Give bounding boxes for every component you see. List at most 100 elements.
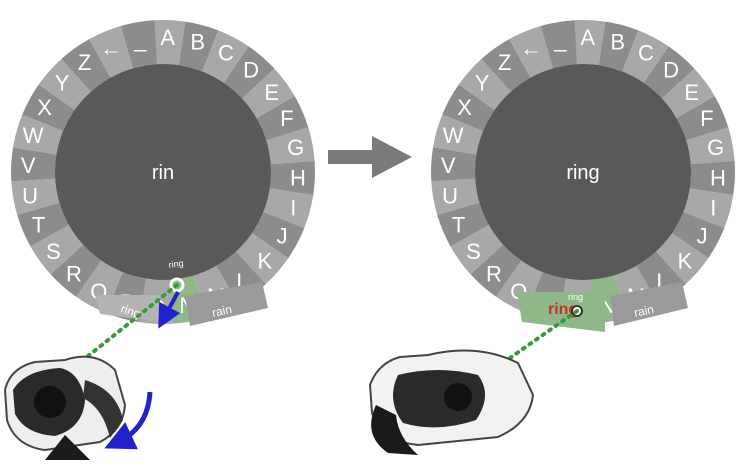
left-key-11[interactable] [236, 233, 289, 284]
left-key-label-25: Y [55, 70, 70, 95]
right-suggestion-wedge-rain[interactable] [610, 282, 688, 326]
right-key-label-25: Y [475, 70, 490, 95]
left-key-5[interactable] [242, 68, 295, 119]
left-key-19[interactable] [30, 224, 84, 275]
right-key-3[interactable] [622, 30, 669, 83]
right-key-23[interactable] [433, 114, 484, 155]
right-key-6[interactable] [676, 96, 729, 141]
right-key-label-28: _ [553, 27, 567, 52]
left-key-25[interactable] [38, 58, 91, 110]
right-key-11[interactable] [656, 233, 709, 284]
left-key-label-5: E [264, 80, 279, 105]
right-key-label-1: A [580, 25, 595, 50]
left-key-20[interactable] [17, 202, 69, 247]
right-key-label-26: Z [498, 50, 511, 75]
left-center-word: rin [152, 162, 174, 184]
left-suggestion-wedge-rain[interactable] [185, 282, 268, 326]
left-key-label-18: R [66, 261, 82, 286]
right-key-2[interactable] [598, 21, 639, 72]
right-key-26[interactable] [481, 39, 531, 92]
left-key-9[interactable] [263, 188, 314, 229]
left-key-24[interactable] [22, 84, 75, 132]
right-key-label-9: I [710, 195, 716, 220]
left-key-18[interactable] [50, 244, 102, 297]
right-keyboard: ABCDEFGHIJKLMNOPQRSTUVWXYZ←_ ring rain r… [431, 19, 735, 374]
left-key-label-26: Z [78, 50, 91, 75]
right-key-5[interactable] [662, 68, 715, 119]
left-suggestion-wedge-ring[interactable] [95, 295, 160, 322]
left-key-label-7: G [287, 135, 304, 160]
right-key-24[interactable] [442, 84, 495, 132]
left-key-label-8: H [290, 165, 306, 190]
right-key-9[interactable] [683, 188, 734, 229]
left-key-label-20: T [32, 213, 45, 238]
right-key-4[interactable] [643, 46, 695, 99]
right-key-21[interactable] [431, 178, 480, 216]
left-key-label-19: S [46, 239, 61, 264]
left-key-4[interactable] [223, 46, 275, 99]
left-suggestion-rain: rain [211, 302, 233, 320]
left-vr-headset-icon [3, 355, 127, 460]
right-key-20[interactable] [437, 202, 489, 247]
right-key-label-2: B [610, 30, 625, 55]
right-key-label-6: F [700, 106, 713, 131]
left-key-27[interactable] [89, 25, 133, 78]
right-key-label-24: X [457, 95, 472, 120]
left-key-label-1: A [160, 25, 175, 50]
right-key-1[interactable] [571, 19, 606, 66]
left-key-label-2: B [190, 30, 205, 55]
left-direction-arrow-icon [158, 291, 181, 329]
left-key-label-28: _ [133, 27, 147, 52]
right-key-label-20: T [452, 213, 465, 238]
right-key-19[interactable] [450, 224, 504, 275]
left-key-23[interactable] [13, 114, 64, 155]
right-key-8[interactable] [689, 161, 735, 196]
right-suggestion-wedge-ring[interactable] [517, 292, 605, 332]
right-key-label-21: U [442, 183, 458, 208]
right-key-label-7: G [707, 135, 724, 160]
left-key-26[interactable] [61, 39, 111, 92]
right-key-7[interactable] [686, 127, 735, 165]
right-cursor-label: ring [568, 292, 583, 302]
right-key-22[interactable] [431, 147, 477, 182]
right-key-label-3: C [638, 41, 654, 66]
left-key-label-21: U [22, 183, 38, 208]
left-key-28[interactable] [120, 20, 157, 69]
left-gaze-cursor-icon [169, 277, 185, 293]
left-key-label-4: D [243, 58, 259, 83]
left-key-22[interactable] [11, 147, 57, 182]
left-key-3[interactable] [202, 30, 249, 83]
left-key-label-3: C [218, 41, 234, 66]
left-key-label-6: F [280, 106, 293, 131]
right-key-label-11: K [678, 249, 693, 274]
left-key-label-24: X [37, 95, 52, 120]
right-key-label-27: ← [520, 35, 542, 60]
right-key-label-22: V [441, 153, 456, 178]
right-key-28[interactable] [540, 20, 577, 69]
left-key-6[interactable] [256, 96, 309, 141]
right-key-label-10: J [697, 224, 708, 249]
left-hint-under-n: ring [168, 258, 184, 270]
left-center-disc [55, 64, 271, 280]
left-keyboard: ABCDEFGHIJKLMNOPQRSTUVWXYZ←_ rin ring ra… [11, 19, 315, 374]
left-key-label-27: ← [100, 35, 122, 60]
left-key-label-22: V [21, 153, 36, 178]
left-key-21[interactable] [11, 178, 60, 216]
left-key-label-11: K [258, 249, 273, 274]
right-key-label-5: E [684, 80, 699, 105]
left-key-1[interactable] [151, 19, 186, 66]
right-key-25[interactable] [458, 58, 511, 110]
right-key-27[interactable] [509, 25, 553, 78]
right-key-label-4: D [663, 58, 679, 83]
right-key-10[interactable] [671, 211, 725, 259]
right-key-18[interactable] [470, 244, 522, 297]
left-key-2[interactable] [178, 21, 219, 72]
right-center-disc [475, 64, 691, 280]
left-key-7[interactable] [266, 127, 315, 165]
left-gaze-ray [66, 283, 179, 374]
rotate-arrow-icon [104, 391, 153, 450]
left-key-8[interactable] [269, 161, 315, 196]
left-key-10[interactable] [251, 211, 305, 259]
left-key-label-10: J [277, 224, 288, 249]
